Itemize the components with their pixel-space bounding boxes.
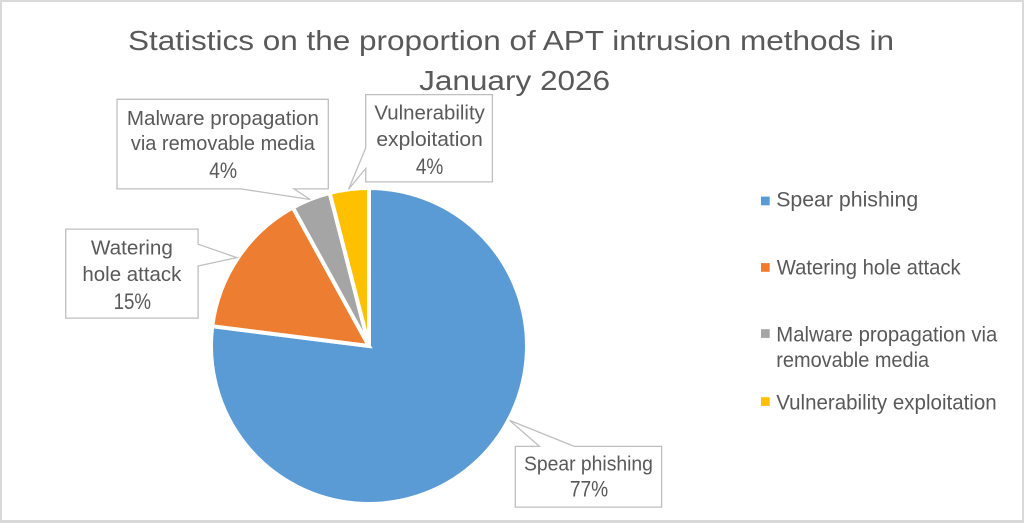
svg-text:Vulnerability: Vulnerability (374, 103, 485, 125)
svg-text:Malware propagation: Malware propagation (127, 108, 319, 130)
svg-text:Watering hole attack: Watering hole attack (777, 255, 961, 280)
svg-text:4%: 4% (209, 158, 237, 183)
svg-text:removable media: removable media (776, 347, 930, 372)
svg-text:15%: 15% (114, 289, 152, 314)
svg-text:hole attack: hole attack (82, 264, 182, 286)
svg-text:Vulnerability exploitation: Vulnerability exploitation (776, 389, 997, 414)
svg-text:Spear phishing: Spear phishing (524, 454, 653, 476)
svg-text:via removable media: via removable media (131, 133, 316, 155)
svg-text:Statistics on the proportion o: Statistics on the proportion of APT intr… (128, 24, 894, 56)
svg-text:Malware propagation via: Malware propagation via (776, 322, 998, 347)
svg-text:77%: 77% (570, 477, 608, 502)
svg-text:Watering: Watering (91, 238, 173, 260)
svg-text:exploitation: exploitation (376, 129, 483, 151)
svg-text:January 2026: January 2026 (419, 64, 610, 96)
svg-text:Spear phishing: Spear phishing (776, 187, 918, 212)
svg-text:4%: 4% (416, 154, 444, 179)
